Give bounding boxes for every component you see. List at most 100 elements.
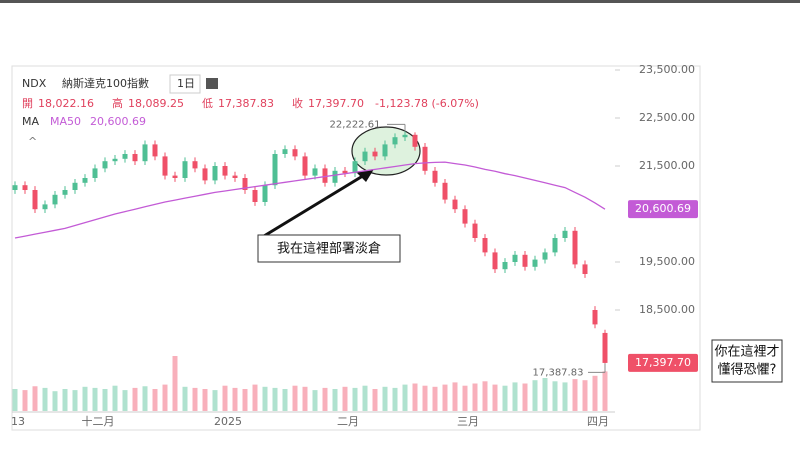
- candle-body: [322, 168, 328, 183]
- collapse-icon[interactable]: ^: [28, 135, 37, 148]
- candle-body: [182, 161, 188, 178]
- candle-body: [52, 194, 58, 205]
- ma-title: MA: [22, 115, 39, 128]
- interval-box[interactable]: [169, 74, 201, 94]
- volume-bar: [242, 389, 248, 411]
- candle-body: [432, 170, 438, 183]
- candle-body: [312, 168, 318, 176]
- close-value: 17,397.70: [308, 97, 364, 110]
- volume-bar: [522, 383, 528, 411]
- volume-bar: [272, 387, 278, 411]
- volume-bar: [182, 386, 188, 411]
- volume-bar: [352, 387, 358, 411]
- candle-body: [532, 259, 538, 267]
- candle-body: [412, 134, 418, 147]
- volume-bar: [12, 389, 18, 411]
- volume-bar: [542, 378, 548, 411]
- candle-body: [282, 149, 288, 154]
- x-tick-label: 十二月: [82, 414, 115, 428]
- top-bar: [0, 0, 800, 3]
- candle-body: [132, 154, 138, 162]
- volume-bar: [382, 386, 388, 411]
- volume-bar: [362, 385, 368, 411]
- volume-bar: [282, 389, 288, 411]
- candle-body: [92, 168, 98, 178]
- y-tick-label: 22,500.00: [639, 111, 695, 124]
- volume-bar: [142, 386, 148, 411]
- x-tick-label: 13: [11, 415, 25, 428]
- candle-body: [502, 262, 508, 270]
- low-value: 17,387.83: [218, 97, 274, 110]
- volume-bar: [152, 389, 158, 411]
- ma-name: MA50: [50, 115, 81, 128]
- volume-bar: [132, 387, 138, 411]
- volume-bar: [162, 384, 168, 411]
- volume-bar: [552, 381, 558, 411]
- volume-bar: [392, 387, 398, 411]
- candle-body: [402, 134, 408, 138]
- high-value: 18,089.25: [128, 97, 184, 110]
- candle-body: [22, 185, 28, 190]
- volume-bar: [472, 383, 478, 411]
- volume-bar: [492, 384, 498, 411]
- volume-bar: [82, 386, 88, 411]
- chart-frame: [11, 65, 701, 431]
- ma-value: 20,600.69: [90, 115, 146, 128]
- candle-body: [602, 332, 608, 363]
- high-label: 高: [112, 96, 123, 110]
- candle-body: [162, 156, 168, 176]
- note-deploy: 我在這裡部署淡倉: [277, 241, 381, 257]
- volume-bar: [322, 387, 328, 411]
- candle-body: [202, 168, 208, 181]
- volume-bar: [52, 391, 58, 411]
- volume-bar: [222, 385, 228, 411]
- volume-bar: [302, 386, 308, 411]
- volume-bar: [92, 387, 98, 411]
- volume-bar: [502, 385, 508, 411]
- candle-body: [112, 158, 118, 162]
- volume-bar: [432, 386, 438, 411]
- volume-bar: [72, 390, 78, 411]
- ma-price-label: 20,600.69: [635, 202, 691, 215]
- candle-body: [152, 144, 158, 157]
- candle-body: [492, 252, 498, 270]
- last-price-label: 17,397.70: [635, 356, 691, 369]
- candle-body: [382, 144, 388, 157]
- candle-body: [332, 170, 338, 183]
- candle-body: [102, 161, 108, 169]
- x-tick-label: 二月: [337, 415, 359, 428]
- interval[interactable]: 1日: [177, 77, 195, 90]
- arrow-shaft: [263, 172, 367, 238]
- x-tick-label: 2025: [214, 415, 242, 428]
- volume-bar: [422, 385, 428, 411]
- volume-bar: [332, 389, 338, 411]
- candle-body: [572, 230, 578, 265]
- volume-bar: [412, 383, 418, 411]
- candle-body: [482, 238, 488, 253]
- open-label: 開: [22, 97, 33, 110]
- note-box: [257, 234, 401, 263]
- volume-bar: [512, 382, 518, 411]
- volume-bar: [482, 381, 488, 411]
- volume-bar: [32, 386, 38, 411]
- volume-bar: [592, 375, 598, 411]
- volume-bar: [342, 386, 348, 411]
- x-tick-label: 四月: [587, 415, 609, 428]
- volume-bar: [252, 384, 258, 411]
- close-label: 收: [292, 96, 303, 110]
- note-fear: 懂得恐懼?: [718, 362, 777, 378]
- y-tick-label: 19,500.00: [639, 255, 695, 268]
- candle-body: [442, 182, 448, 200]
- volume-bar: [562, 382, 568, 411]
- candle-body: [12, 185, 18, 190]
- candle-body: [342, 170, 348, 174]
- volume-bar: [372, 389, 378, 411]
- candle-body: [372, 151, 378, 157]
- candle-body: [472, 223, 478, 238]
- menu-icon[interactable]: [206, 78, 218, 89]
- candle-body: [262, 185, 268, 202]
- arrow-head: [356, 169, 374, 182]
- volume-bar: [312, 390, 318, 411]
- volume-bar: [462, 385, 468, 411]
- candle-body: [512, 254, 518, 262]
